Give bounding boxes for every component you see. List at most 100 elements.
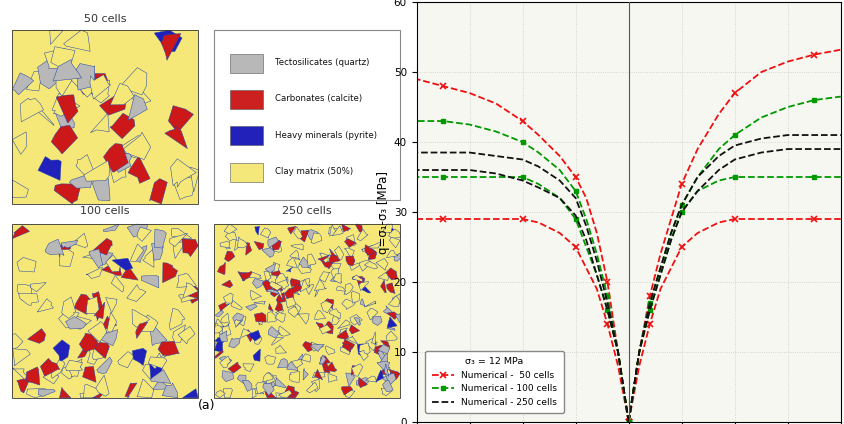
Polygon shape <box>219 357 231 365</box>
Polygon shape <box>307 254 316 266</box>
Polygon shape <box>143 364 157 381</box>
Polygon shape <box>17 257 36 272</box>
Polygon shape <box>66 360 83 371</box>
Polygon shape <box>94 302 105 321</box>
Polygon shape <box>295 354 303 363</box>
Polygon shape <box>293 289 300 295</box>
Polygon shape <box>245 329 252 342</box>
Polygon shape <box>260 228 271 238</box>
Bar <box>13 30 198 204</box>
Bar <box>13 224 198 398</box>
Polygon shape <box>99 329 117 346</box>
Polygon shape <box>262 280 273 292</box>
Polygon shape <box>329 225 337 236</box>
Polygon shape <box>376 361 389 370</box>
Polygon shape <box>87 349 103 365</box>
Polygon shape <box>143 249 154 268</box>
Polygon shape <box>190 167 198 192</box>
Polygon shape <box>170 308 185 330</box>
Polygon shape <box>385 268 397 280</box>
Polygon shape <box>377 273 388 281</box>
Polygon shape <box>271 269 282 277</box>
Polygon shape <box>345 256 354 266</box>
Polygon shape <box>349 315 362 325</box>
Polygon shape <box>384 364 388 377</box>
Polygon shape <box>382 224 392 233</box>
Polygon shape <box>288 306 298 317</box>
Polygon shape <box>383 306 395 317</box>
Polygon shape <box>237 237 247 248</box>
Polygon shape <box>289 251 299 258</box>
Polygon shape <box>219 242 230 248</box>
Polygon shape <box>254 241 263 250</box>
Polygon shape <box>264 355 275 364</box>
Polygon shape <box>149 179 167 204</box>
Polygon shape <box>333 274 341 284</box>
Polygon shape <box>38 156 61 180</box>
Polygon shape <box>382 380 392 391</box>
Polygon shape <box>103 144 128 172</box>
Polygon shape <box>268 376 279 387</box>
Polygon shape <box>181 239 198 257</box>
Polygon shape <box>314 279 326 291</box>
Polygon shape <box>70 315 91 329</box>
Polygon shape <box>154 30 181 52</box>
Polygon shape <box>376 259 387 271</box>
Polygon shape <box>312 372 325 378</box>
Polygon shape <box>270 240 281 252</box>
Polygon shape <box>253 331 262 344</box>
Polygon shape <box>344 388 354 398</box>
Polygon shape <box>275 345 286 353</box>
Polygon shape <box>241 271 252 281</box>
Polygon shape <box>137 379 154 398</box>
Polygon shape <box>365 338 376 351</box>
Polygon shape <box>287 226 295 234</box>
Polygon shape <box>95 252 113 265</box>
Polygon shape <box>219 302 229 311</box>
Polygon shape <box>136 322 148 338</box>
Polygon shape <box>151 243 163 260</box>
Polygon shape <box>214 335 225 343</box>
Polygon shape <box>20 98 44 122</box>
Polygon shape <box>117 352 133 368</box>
Polygon shape <box>322 322 333 334</box>
Polygon shape <box>339 328 347 337</box>
Polygon shape <box>272 337 283 345</box>
Polygon shape <box>56 105 74 129</box>
Polygon shape <box>70 70 98 97</box>
Polygon shape <box>386 250 398 258</box>
Polygon shape <box>299 314 309 324</box>
Polygon shape <box>302 341 312 352</box>
Polygon shape <box>387 317 397 328</box>
Polygon shape <box>265 391 276 398</box>
Polygon shape <box>380 280 386 293</box>
Polygon shape <box>265 263 275 273</box>
Polygon shape <box>269 379 273 387</box>
Polygon shape <box>315 286 319 297</box>
Polygon shape <box>186 283 198 303</box>
Polygon shape <box>365 245 376 256</box>
Polygon shape <box>298 278 310 288</box>
Polygon shape <box>17 285 32 300</box>
Polygon shape <box>96 357 112 374</box>
Polygon shape <box>364 261 377 269</box>
Polygon shape <box>378 345 390 354</box>
Polygon shape <box>215 310 224 317</box>
Polygon shape <box>349 263 360 270</box>
Polygon shape <box>13 180 29 198</box>
Polygon shape <box>270 240 281 250</box>
Polygon shape <box>30 282 46 292</box>
Polygon shape <box>121 136 143 158</box>
Bar <box>13 30 198 204</box>
Polygon shape <box>219 324 229 334</box>
Polygon shape <box>13 226 30 239</box>
Polygon shape <box>73 233 88 248</box>
Polygon shape <box>182 389 198 398</box>
Polygon shape <box>106 298 116 313</box>
Polygon shape <box>332 226 343 235</box>
Polygon shape <box>13 132 27 154</box>
Polygon shape <box>154 229 166 248</box>
Polygon shape <box>53 59 82 81</box>
Text: (a): (a) <box>197 399 214 412</box>
Polygon shape <box>356 377 368 386</box>
